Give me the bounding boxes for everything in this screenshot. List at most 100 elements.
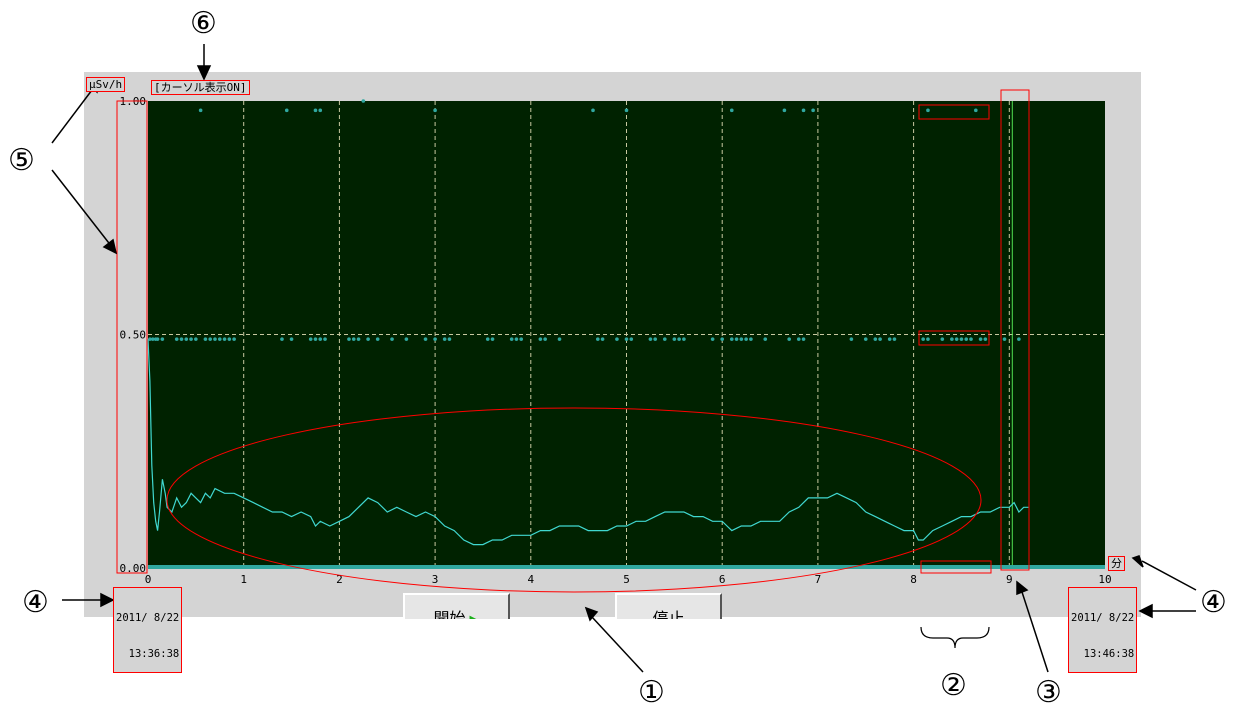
scatter-point (739, 337, 744, 341)
y-tick-label: 0.50 (120, 329, 147, 342)
start-button-label: 開始 (433, 609, 466, 619)
scatter-point (447, 337, 452, 341)
scatter-point (720, 337, 724, 341)
start-time: 13:36:38 (128, 648, 180, 660)
scatter-point (148, 337, 152, 341)
x-tick-label: 5 (623, 573, 630, 586)
scatter-point (1017, 337, 1021, 341)
scatter-point (892, 337, 897, 341)
brace-mark (920, 626, 990, 649)
cursor-status-label: [カーソル表示ON] (151, 80, 250, 95)
scatter-point (629, 337, 634, 341)
scatter-point (710, 337, 715, 341)
scatter-point (155, 337, 160, 341)
x-tick-label: 7 (815, 573, 822, 586)
stop-button[interactable]: 停止 (615, 593, 722, 619)
scatter-point (194, 337, 198, 341)
scatter-point (232, 337, 236, 341)
scatter-point (653, 337, 658, 341)
arrow-1-head (584, 606, 599, 622)
scatter-point (801, 337, 806, 341)
scatter-point (969, 337, 973, 341)
callout-5: ⑤ (8, 143, 35, 178)
scatter-point (921, 337, 925, 341)
scatter-point (375, 337, 380, 341)
scatter-point (878, 337, 882, 341)
y-tick-label: 0.00 (120, 562, 147, 575)
highlight-ellipse-trend (166, 407, 982, 593)
play-triangle-icon: ▶ (470, 613, 480, 619)
scatter-point (308, 337, 313, 341)
start-date: 2011/ 8/22 (116, 612, 180, 624)
scatter-point (624, 337, 629, 341)
scatter-point (318, 108, 323, 113)
callout-6: ⑥ (190, 6, 217, 41)
scatter-point (318, 337, 323, 341)
start-timestamp: 2011/ 8/22 13:36:38 (113, 587, 183, 673)
callout-4-left: ④ (22, 585, 49, 620)
y-unit-label: μSv/h (86, 77, 126, 92)
arrow-5a (51, 85, 96, 144)
x-tick-label: 4 (527, 573, 534, 586)
scatter-point (801, 108, 806, 113)
scatter-point (1002, 337, 1007, 341)
highlight-box-top-dots (918, 104, 990, 120)
end-time: 13:46:38 (1083, 648, 1135, 660)
scatter-point (189, 337, 193, 341)
scatter-point (490, 337, 495, 341)
scatter-point (600, 337, 605, 341)
stop-button-label: 停止 (652, 609, 685, 619)
scatter-point (782, 108, 787, 113)
scatter-point (787, 337, 791, 341)
x-tick-label: 8 (910, 573, 917, 586)
scatter-point (648, 337, 653, 341)
scatter-point (179, 337, 184, 341)
scatter-point (744, 337, 748, 341)
scatter-point (351, 337, 356, 341)
arrow-5b-head (102, 238, 118, 255)
highlight-box-baseline (920, 560, 992, 574)
arrow-1 (591, 616, 644, 673)
scatter-point (954, 337, 959, 341)
x-tick-label: 6 (719, 573, 726, 586)
end-date: 2011/ 8/22 (1071, 612, 1135, 624)
scatter-point (227, 337, 232, 341)
scatter-point (347, 337, 351, 341)
scatter-point (485, 337, 490, 341)
scatter-point (538, 337, 543, 341)
scatter-point (978, 337, 983, 341)
x-tick-label: 0 (145, 573, 152, 586)
scatter-point (591, 108, 595, 113)
arrow-4-left-head (100, 592, 115, 608)
scatter-point (677, 337, 681, 341)
scatter-point (983, 337, 988, 341)
scatter-point (514, 337, 519, 341)
scatter-point (849, 337, 854, 341)
scatter-point (595, 337, 600, 341)
scatter-point (887, 337, 892, 341)
scatter-point (213, 337, 217, 341)
scatter-point (763, 337, 768, 341)
arrow-5b (51, 169, 113, 248)
scatter-point (404, 337, 409, 341)
scatter-point (442, 337, 447, 341)
scatter-point (615, 337, 619, 341)
scatter-point (423, 337, 428, 341)
scatter-point (313, 108, 318, 113)
scatter-point (289, 337, 294, 341)
scatter-point (974, 108, 978, 113)
scatter-point (624, 108, 629, 113)
callout-4-right: ④ (1200, 585, 1227, 620)
scatter-point (433, 337, 437, 341)
annotation-highlights (116, 89, 1030, 593)
scatter-point (729, 108, 734, 113)
scatter-point (150, 337, 155, 341)
x-tick-label: 2 (336, 573, 343, 586)
start-button[interactable]: 開始 ▶ (403, 593, 510, 619)
scatter-point (174, 337, 179, 341)
scatter-point (811, 108, 815, 113)
scatter-point (390, 337, 394, 341)
x-tick-label: 1 (240, 573, 247, 586)
highlight-box-cursor (1000, 89, 1030, 571)
